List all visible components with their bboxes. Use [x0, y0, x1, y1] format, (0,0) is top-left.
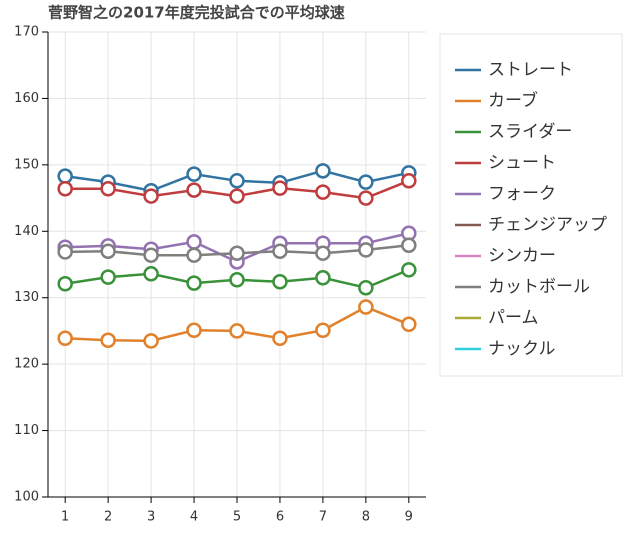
- point: [57, 168, 73, 184]
- x-tick-label: 6: [276, 510, 284, 525]
- y-tick-label: 150: [14, 157, 39, 172]
- point: [143, 188, 159, 204]
- point: [186, 182, 202, 198]
- point: [315, 322, 331, 339]
- legend-label: シュート: [488, 153, 556, 173]
- point: [272, 180, 288, 196]
- point: [186, 234, 202, 250]
- point: [57, 330, 73, 346]
- legend-label: カーブ: [488, 90, 538, 111]
- point: [358, 242, 374, 258]
- point: [315, 163, 331, 179]
- point: [229, 245, 245, 261]
- y-tick-label: 120: [14, 357, 39, 372]
- x-tick-label: 8: [362, 510, 370, 525]
- point: [401, 173, 417, 189]
- legend-label: シンカー: [488, 246, 556, 266]
- point: [229, 272, 245, 288]
- point: [186, 275, 202, 291]
- point: [358, 299, 374, 315]
- x-tick-label: 1: [61, 510, 69, 525]
- point: [57, 181, 73, 197]
- point: [315, 184, 331, 200]
- y-tick-label: 100: [14, 490, 39, 505]
- point: [143, 266, 159, 282]
- point: [57, 244, 73, 260]
- point: [229, 173, 245, 189]
- legend-label: カットボール: [488, 277, 590, 297]
- point: [315, 270, 331, 286]
- y-tick-label: 110: [14, 423, 39, 438]
- point: [57, 276, 73, 292]
- point: [143, 247, 159, 263]
- point: [401, 262, 417, 278]
- legend-label: パーム: [488, 308, 539, 328]
- chart-title: 菅野智之の2017年度完投試合での平均球速: [48, 4, 345, 22]
- point: [143, 333, 159, 349]
- point: [315, 245, 331, 261]
- point: [100, 181, 116, 197]
- legend-label: チェンジアップ: [488, 215, 607, 235]
- y-tick-label: 130: [14, 290, 39, 305]
- point: [358, 280, 374, 296]
- legend-label: フォーク: [488, 184, 556, 204]
- x-tick-label: 5: [233, 510, 241, 525]
- point: [272, 274, 288, 290]
- x-tick-label: 9: [405, 510, 413, 525]
- point: [272, 330, 288, 346]
- x-tick-label: 4: [190, 510, 198, 525]
- point: [186, 322, 202, 339]
- point: [358, 190, 374, 206]
- legend-label: スライダー: [488, 122, 572, 142]
- legend-label: ストレート: [488, 60, 573, 80]
- x-tick-label: 3: [147, 510, 155, 525]
- y-tick-label: 160: [14, 91, 39, 106]
- y-tick-label: 140: [14, 224, 39, 239]
- point: [401, 316, 417, 333]
- y-tick-label: 170: [14, 25, 39, 40]
- x-tick-label: 7: [319, 510, 327, 525]
- point: [186, 166, 202, 182]
- point: [229, 323, 245, 339]
- point: [229, 188, 245, 204]
- point: [100, 243, 116, 259]
- point: [100, 332, 116, 348]
- x-tick-label: 2: [104, 510, 112, 525]
- legend-label: ナックル: [488, 339, 556, 359]
- point: [358, 174, 374, 190]
- point: [186, 247, 202, 263]
- point: [272, 243, 288, 259]
- point: [401, 237, 417, 253]
- point: [100, 269, 116, 285]
